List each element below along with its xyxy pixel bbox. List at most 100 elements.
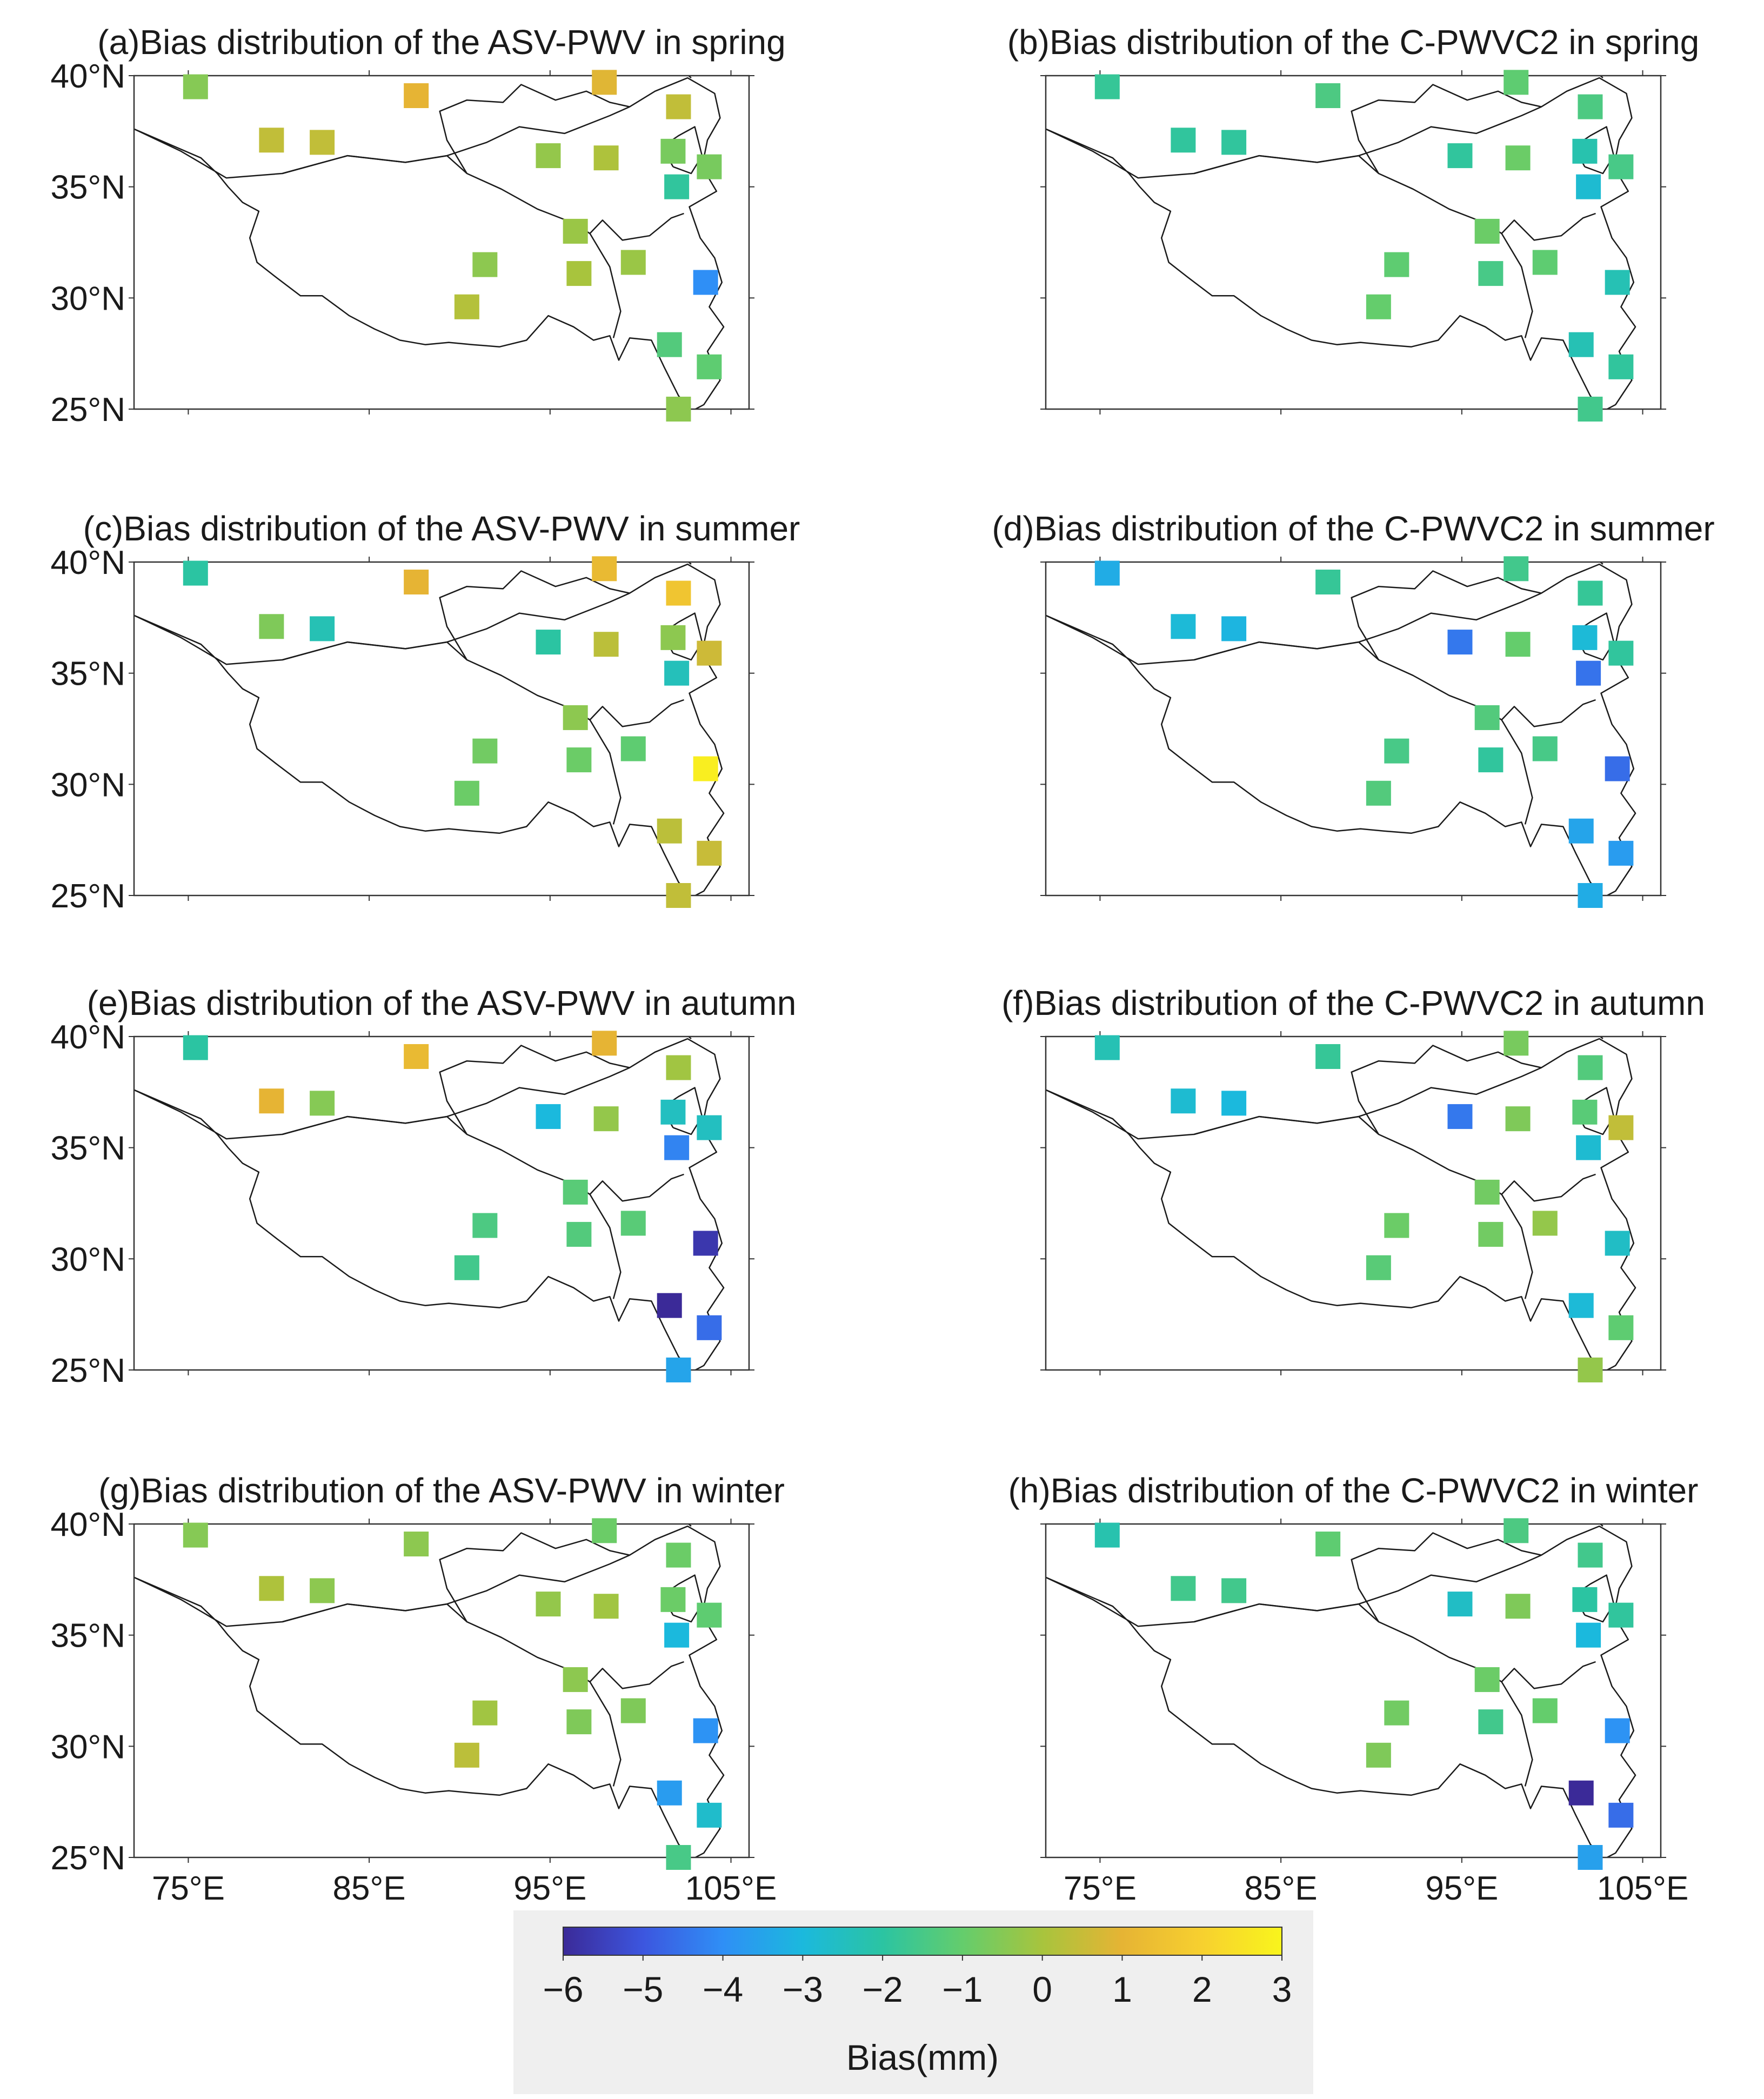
station-marker bbox=[1568, 1293, 1594, 1318]
y-tick-label: 35°N bbox=[50, 1130, 125, 1167]
station-marker bbox=[1171, 614, 1196, 639]
colorbar-tick-label: 1 bbox=[1112, 1969, 1132, 2009]
province-boundary bbox=[1501, 1681, 1533, 1787]
panel-title: (a)Bias distribution of the ASV-PWV in s… bbox=[97, 23, 785, 62]
station-marker bbox=[660, 1587, 686, 1612]
station-marker bbox=[660, 625, 686, 650]
station-marker bbox=[1384, 252, 1409, 277]
x-tick-label: 75°E bbox=[152, 1870, 225, 1907]
station-marker bbox=[1094, 1522, 1120, 1548]
station-marker bbox=[1504, 70, 1529, 95]
station-marker bbox=[1578, 1358, 1603, 1382]
y-tick-label: 30°N bbox=[50, 1728, 125, 1766]
station-marker bbox=[1605, 1718, 1630, 1743]
y-tick-label: 30°N bbox=[50, 280, 125, 317]
station-marker bbox=[1532, 1698, 1558, 1723]
station-marker bbox=[472, 1213, 498, 1238]
map-boundaries bbox=[1046, 1037, 1636, 1370]
station-marker bbox=[1572, 138, 1598, 164]
station-marker bbox=[592, 556, 617, 581]
station-marker bbox=[697, 154, 722, 179]
station-marker bbox=[310, 130, 335, 155]
y-tick-label: 40°N bbox=[50, 1019, 125, 1056]
station-marker bbox=[1171, 128, 1196, 153]
y-tick-label: 30°N bbox=[50, 766, 125, 804]
station-marker bbox=[693, 270, 718, 295]
station-marker bbox=[697, 840, 722, 866]
x-tick-label: 85°E bbox=[333, 1870, 406, 1907]
station-marker bbox=[259, 1088, 284, 1114]
colorbar-ticks: −6 −5 −4 −3 −2 −1 0 1 2 3 bbox=[543, 1955, 1292, 2009]
panel-e: (e)Bias distribution of the ASV-PWV in a… bbox=[50, 984, 796, 1389]
station-marker bbox=[1608, 640, 1634, 666]
colorbar-tick-label: −3 bbox=[783, 1969, 823, 2009]
station-marker bbox=[1478, 261, 1504, 286]
station-marker bbox=[1366, 1742, 1391, 1768]
province-boundary bbox=[439, 570, 630, 660]
station-marker bbox=[693, 1231, 718, 1256]
panel-title: (c)Bias distribution of the ASV-PWV in s… bbox=[83, 509, 800, 548]
station-marker bbox=[666, 1845, 691, 1870]
colorbar-tick-label: 2 bbox=[1192, 1969, 1212, 2009]
panel-frame bbox=[1045, 75, 1662, 410]
plateau-outline bbox=[134, 1525, 725, 1857]
station-marker bbox=[1094, 560, 1120, 586]
station-marker bbox=[259, 128, 284, 153]
station-marker bbox=[404, 83, 429, 109]
province-boundary bbox=[1194, 1603, 1596, 1689]
station-marker bbox=[563, 1179, 588, 1205]
station-marker bbox=[310, 1091, 335, 1116]
station-marker bbox=[697, 1315, 722, 1340]
province-boundary bbox=[589, 1194, 622, 1299]
province-boundary bbox=[1501, 1194, 1533, 1299]
province-boundary bbox=[1501, 719, 1533, 825]
station-marker bbox=[183, 1035, 208, 1060]
y-tick-label: 40°N bbox=[50, 1506, 125, 1543]
station-marker bbox=[536, 143, 561, 169]
station-marker bbox=[1447, 630, 1473, 655]
station-marker bbox=[1608, 154, 1634, 179]
station-marker bbox=[1605, 756, 1630, 781]
panel-frame bbox=[133, 1523, 750, 1859]
station-marker bbox=[1608, 1115, 1634, 1140]
province-boundary bbox=[282, 641, 684, 727]
station-marker bbox=[404, 1044, 429, 1069]
x-tick-label: 105°E bbox=[1597, 1870, 1689, 1907]
station-marker bbox=[1572, 625, 1598, 650]
station-marker bbox=[697, 640, 722, 666]
station-marker bbox=[697, 1115, 722, 1140]
station-marker bbox=[1576, 1622, 1601, 1648]
station-marker bbox=[660, 1099, 686, 1125]
station-marker bbox=[536, 1592, 561, 1617]
station-marker bbox=[1576, 660, 1601, 686]
y-tick-label: 25°N bbox=[50, 878, 125, 915]
station-marker bbox=[657, 332, 682, 357]
station-marker bbox=[664, 174, 690, 199]
panel-d: (d)Bias distribution of the C-PWVC2 in s… bbox=[992, 509, 1715, 908]
station-marker bbox=[1605, 1231, 1630, 1256]
station-marker bbox=[1315, 570, 1341, 595]
station-marker bbox=[454, 294, 479, 319]
station-marker bbox=[1578, 397, 1603, 422]
panel-title: (h)Bias distribution of the C-PWVC2 in w… bbox=[1008, 1471, 1699, 1510]
station-marker bbox=[1094, 74, 1120, 99]
station-marker bbox=[620, 1698, 646, 1723]
station-marker bbox=[563, 705, 588, 730]
station-marker bbox=[697, 1602, 722, 1628]
station-marker bbox=[1315, 83, 1341, 109]
station-marker bbox=[1366, 294, 1391, 319]
station-marker bbox=[697, 1802, 722, 1828]
province-boundary bbox=[1194, 155, 1596, 241]
station-marker bbox=[183, 1522, 208, 1548]
station-marker bbox=[1568, 1780, 1594, 1806]
station-marker bbox=[593, 1594, 619, 1619]
x-tick-label: 95°E bbox=[513, 1870, 586, 1907]
plateau-outline bbox=[134, 563, 725, 895]
station-marker bbox=[1384, 738, 1409, 764]
station-marker bbox=[1505, 632, 1531, 657]
colorbar-tick-label: 0 bbox=[1032, 1969, 1052, 2009]
station-marker bbox=[697, 354, 722, 379]
province-boundary bbox=[1194, 641, 1596, 727]
station-marker bbox=[1221, 1578, 1247, 1603]
province-boundary bbox=[282, 155, 684, 241]
